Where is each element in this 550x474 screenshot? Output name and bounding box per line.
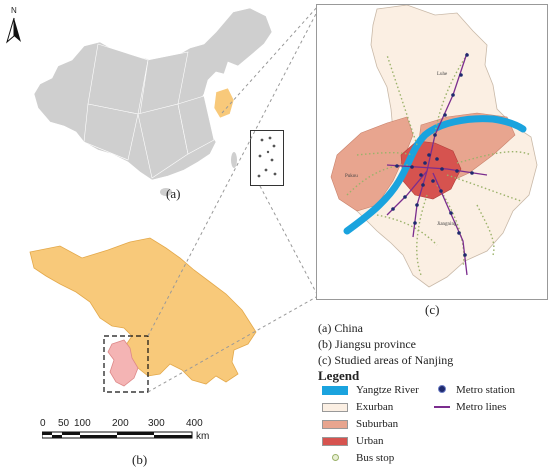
north-arrow: N <box>4 6 24 46</box>
caption-jiangsu: (b) Jiangsu province <box>318 337 416 351</box>
suburban-west <box>330 116 414 212</box>
panel-label-c: (c) <box>425 302 440 317</box>
north-arrow-icon <box>6 17 21 44</box>
caption-china: (a) China <box>318 321 363 335</box>
jiangsu-map <box>29 237 257 393</box>
suburban-swatch <box>322 419 348 429</box>
legend-title: Legend <box>318 368 360 383</box>
legend-metro-station-label: Metro station <box>456 384 515 396</box>
place-label-pukou: Pukou <box>345 174 358 179</box>
metro-station-dot-icon <box>434 384 450 396</box>
jiangsu-highlight <box>213 87 235 119</box>
panel-label-a: (a) <box>166 186 181 201</box>
metro-line-swatch <box>434 406 450 408</box>
scale-tick-50: 50 <box>58 418 70 429</box>
legend-yangtze-label: Yangtze River <box>356 384 419 396</box>
caption-list: (a) China (b) Jiangsu province (c) Studi… <box>318 320 453 368</box>
china-mainland <box>33 7 273 181</box>
scale-tick-0: 0 <box>40 418 46 429</box>
north-letter: N <box>11 6 17 15</box>
hainan-island <box>160 188 172 196</box>
bus-stop-dot-icon <box>322 452 348 464</box>
legend-exurban: Exurban <box>322 401 393 413</box>
scale-bar: 0 50 100 200 300 400 km <box>40 418 230 444</box>
nanjing-selection-box <box>103 335 149 393</box>
river-swatch <box>322 385 348 395</box>
metro-stations <box>391 53 474 257</box>
china-map <box>33 7 273 196</box>
scale-tick-400: 400 <box>186 418 203 429</box>
legend-yangtze: Yangtze River <box>322 384 419 396</box>
metro-lines <box>386 52 488 276</box>
place-label-luhe: Luhe <box>437 72 448 77</box>
scale-bar-graphic <box>42 431 193 439</box>
nanjing-area <box>107 339 139 387</box>
place-label-jiangning: Jiangning <box>437 222 457 227</box>
yangtze-river <box>343 115 527 235</box>
legend-exurban-label: Exurban <box>356 401 394 413</box>
legend-urban: Urban <box>322 435 384 447</box>
legend-metro-lines: Metro lines <box>434 401 506 413</box>
caption-nanjing: (c) Studied areas of Nanjing <box>318 353 454 367</box>
legend-suburban: Suburban <box>322 418 398 430</box>
urban-swatch <box>322 436 348 446</box>
south-china-sea-inset <box>250 130 284 186</box>
scale-tick-300: 300 <box>148 418 165 429</box>
legend-urban-label: Urban <box>356 435 384 447</box>
jiangsu-province <box>29 237 257 385</box>
legend-bus-stop-label: Bus stop <box>356 452 395 464</box>
scale-tick-200: 200 <box>112 418 129 429</box>
scale-unit: km <box>196 431 210 442</box>
scale-tick-100: 100 <box>74 418 91 429</box>
legend-metro-station: Metro station <box>434 384 515 396</box>
legend-suburban-label: Suburban <box>356 418 399 430</box>
nanjing-detail-map: Luhe Pukou Jiangning <box>330 5 538 288</box>
exurban-swatch <box>322 402 348 412</box>
legend-metro-lines-label: Metro lines <box>456 401 507 413</box>
taiwan-island <box>231 152 237 168</box>
legend-bus-stop: Bus stop <box>322 452 394 464</box>
panel-label-b: (b) <box>132 452 148 467</box>
